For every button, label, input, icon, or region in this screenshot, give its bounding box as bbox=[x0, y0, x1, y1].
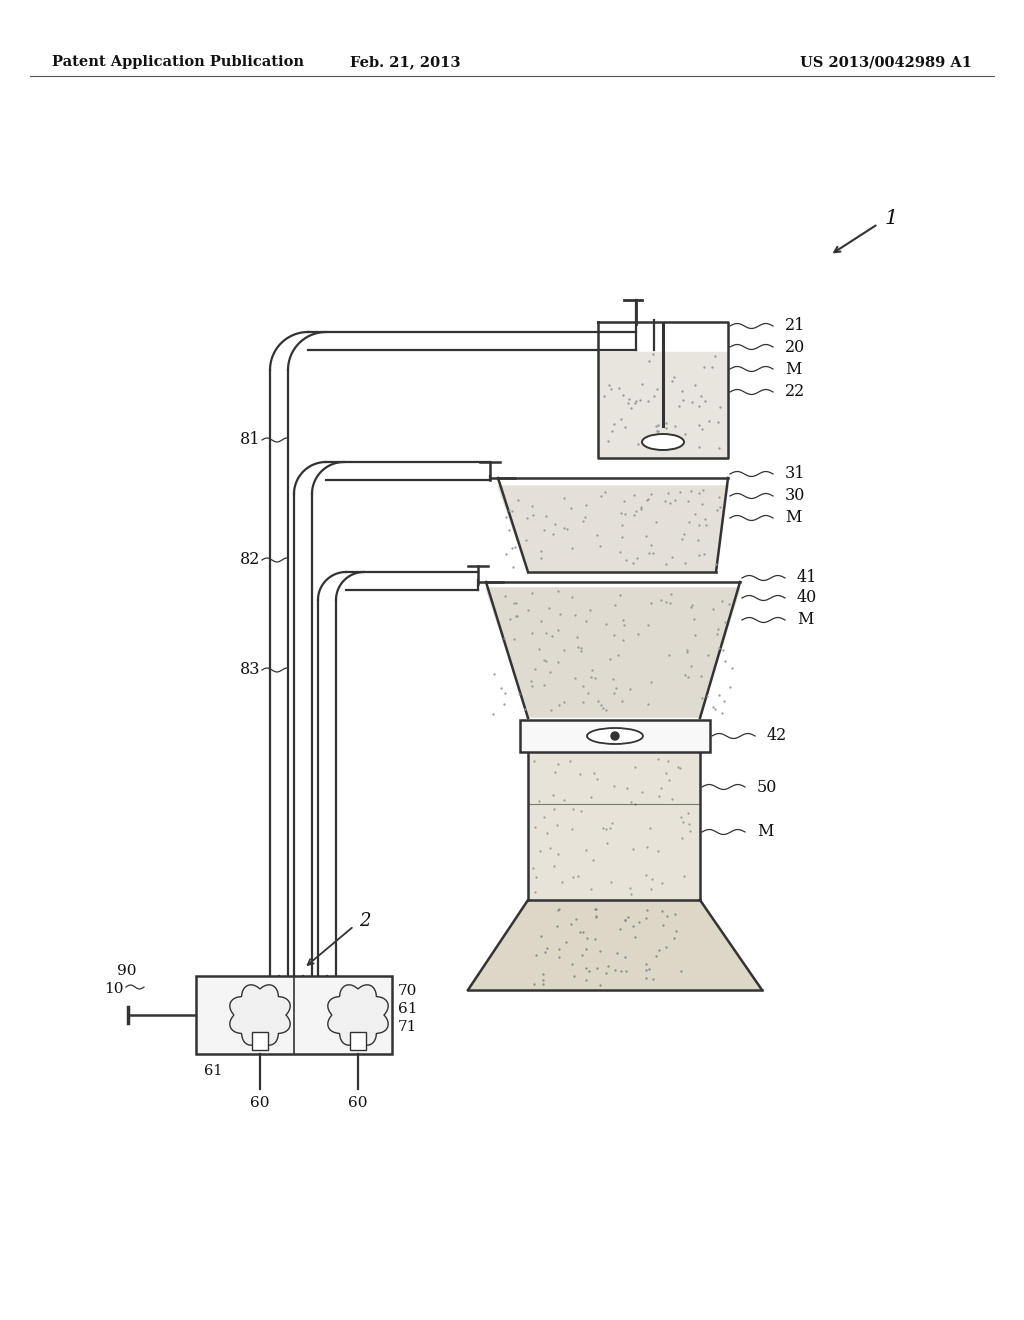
Text: 22: 22 bbox=[785, 384, 805, 400]
Ellipse shape bbox=[587, 729, 643, 744]
Text: M: M bbox=[757, 824, 773, 841]
Polygon shape bbox=[529, 752, 699, 899]
FancyBboxPatch shape bbox=[196, 975, 392, 1053]
Text: 21: 21 bbox=[785, 318, 805, 334]
FancyBboxPatch shape bbox=[520, 719, 710, 752]
Text: 30: 30 bbox=[785, 487, 805, 504]
Text: 61: 61 bbox=[398, 1002, 418, 1016]
Text: 81: 81 bbox=[240, 432, 260, 449]
Text: 31: 31 bbox=[785, 466, 806, 483]
Text: M: M bbox=[797, 611, 813, 628]
Text: 70: 70 bbox=[398, 983, 418, 998]
Text: 42: 42 bbox=[767, 727, 787, 744]
Text: 40: 40 bbox=[797, 590, 817, 606]
Text: Feb. 21, 2013: Feb. 21, 2013 bbox=[350, 55, 460, 69]
Text: 60: 60 bbox=[348, 1096, 368, 1110]
Text: 10: 10 bbox=[104, 982, 124, 997]
Text: M: M bbox=[785, 510, 802, 527]
Text: 50: 50 bbox=[757, 779, 777, 796]
Text: 20: 20 bbox=[785, 338, 805, 355]
Circle shape bbox=[611, 733, 618, 741]
Text: 83: 83 bbox=[240, 661, 260, 678]
Text: 41: 41 bbox=[797, 569, 817, 586]
Polygon shape bbox=[328, 985, 388, 1045]
Ellipse shape bbox=[642, 434, 684, 450]
FancyBboxPatch shape bbox=[252, 1032, 268, 1049]
Text: M: M bbox=[785, 360, 802, 378]
FancyBboxPatch shape bbox=[350, 1032, 366, 1049]
Polygon shape bbox=[229, 985, 290, 1045]
Polygon shape bbox=[498, 486, 728, 572]
Polygon shape bbox=[599, 352, 727, 457]
Text: 90: 90 bbox=[117, 964, 136, 978]
Text: 60: 60 bbox=[250, 1096, 269, 1110]
Text: 1: 1 bbox=[885, 209, 898, 227]
Text: 71: 71 bbox=[398, 1020, 418, 1034]
Polygon shape bbox=[486, 587, 740, 717]
Text: US 2013/0042989 A1: US 2013/0042989 A1 bbox=[800, 55, 972, 69]
Text: Patent Application Publication: Patent Application Publication bbox=[52, 55, 304, 69]
Text: 2: 2 bbox=[359, 912, 371, 931]
Text: 61: 61 bbox=[204, 1064, 222, 1078]
Text: 82: 82 bbox=[240, 552, 260, 569]
Polygon shape bbox=[468, 902, 762, 989]
